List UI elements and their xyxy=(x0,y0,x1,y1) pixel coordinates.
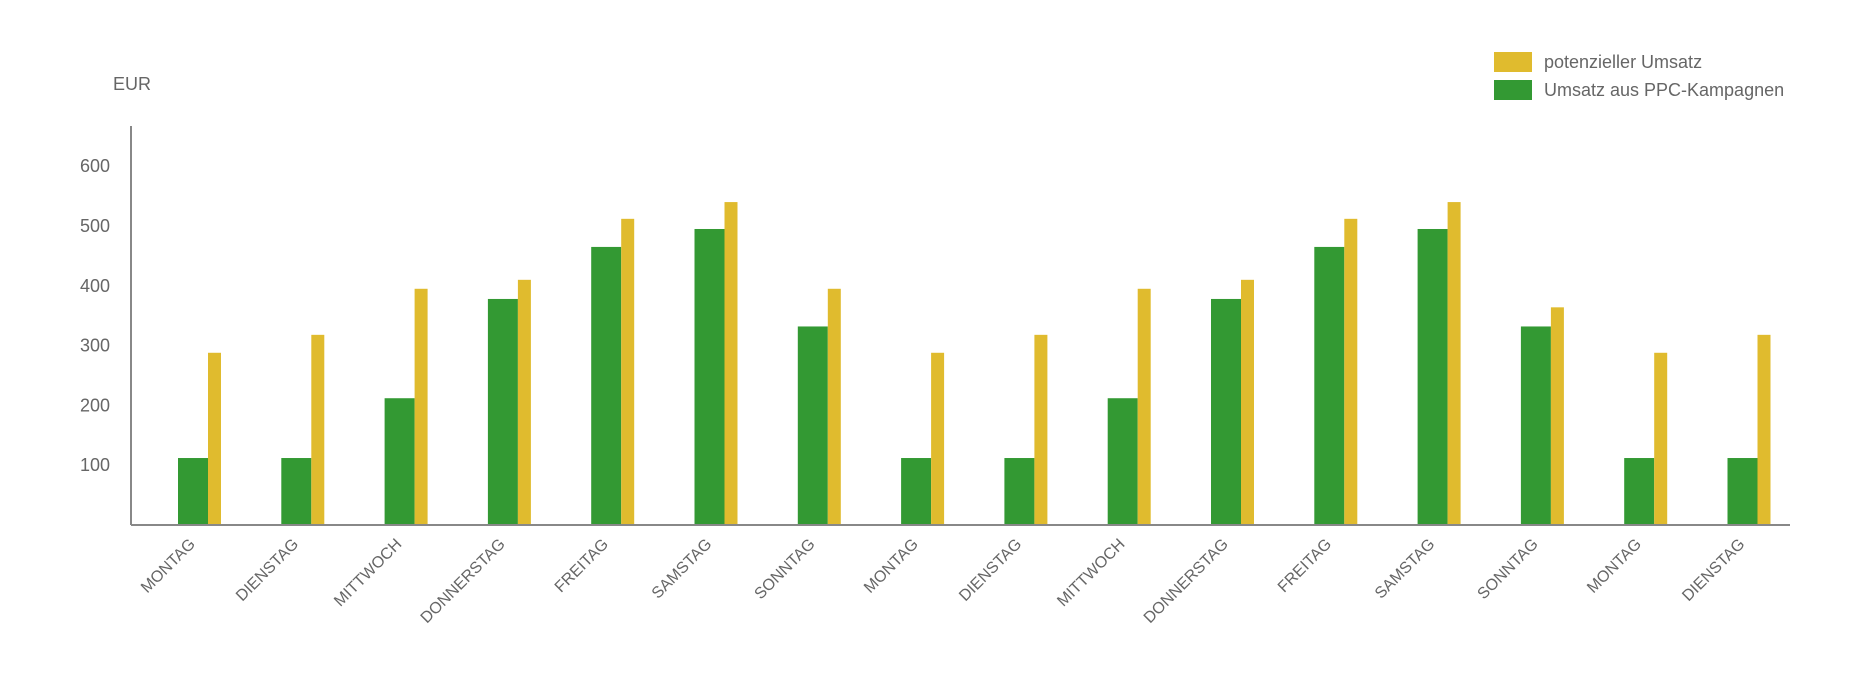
bar-ppc xyxy=(384,398,415,525)
legend: potenzieller Umsatz Umsatz aus PPC-Kampa… xyxy=(1494,48,1784,104)
x-axis-ticks: MONTAG DIENSTAG MITTWOCH DONNERSTAG FREITAG S… xyxy=(138,536,1748,627)
y-tick-label: 300 xyxy=(80,336,110,356)
bar-ppc xyxy=(1004,458,1035,525)
x-tick-label: MITTWOCH xyxy=(331,536,405,610)
legend-swatch-potential xyxy=(1494,52,1532,72)
bar-ppc xyxy=(1520,326,1551,525)
bar-ppc xyxy=(694,228,725,526)
bar-potential xyxy=(724,202,738,525)
bar-potential xyxy=(827,288,841,525)
y-tick-label: 400 xyxy=(80,276,110,296)
x-tick-label: DIENSTAG xyxy=(956,536,1025,605)
legend-label-potential: potenzieller Umsatz xyxy=(1544,51,1703,72)
bar-potential xyxy=(1447,202,1461,525)
bar-potential xyxy=(1344,218,1358,525)
x-tick-label: MITTWOCH xyxy=(1054,536,1128,610)
bar-potential xyxy=(1241,279,1254,525)
legend-item-ppc: Umsatz aus PPC-Kampagnen xyxy=(1494,76,1784,104)
x-tick-label: FREITAG xyxy=(552,536,612,596)
bar-ppc xyxy=(1417,228,1448,526)
bar-ppc xyxy=(178,458,208,525)
x-tick-label: SAMSTAG xyxy=(649,536,716,603)
x-tick-label: SAMSTAG xyxy=(1372,536,1439,603)
y-axis-label: EUR xyxy=(113,74,151,94)
x-tick-label: MONTAG xyxy=(1584,536,1645,597)
bar-potential xyxy=(517,279,531,525)
bar-ppc xyxy=(591,246,622,525)
bar-ppc xyxy=(487,298,518,525)
y-tick-label: 100 xyxy=(80,455,110,475)
x-tick-label: DONNERSTAG xyxy=(418,536,509,627)
bar-potential xyxy=(621,218,635,525)
x-tick-label: DIENSTAG xyxy=(233,536,302,605)
bar-potential xyxy=(311,334,325,525)
bar-ppc xyxy=(901,458,932,525)
bar-potential xyxy=(414,288,428,525)
x-tick-label: DONNERSTAG xyxy=(1141,536,1232,627)
y-tick-label: 500 xyxy=(80,216,110,236)
bar-potential xyxy=(931,352,945,525)
bar-ppc xyxy=(1314,246,1345,525)
y-tick-label: 200 xyxy=(80,395,110,415)
bar-potential xyxy=(1550,307,1564,525)
bar-ppc xyxy=(797,326,828,525)
bar-potential xyxy=(208,352,221,525)
x-tick-label: MONTAG xyxy=(861,536,922,597)
x-tick-label: FREITAG xyxy=(1275,536,1335,596)
bar-ppc xyxy=(281,458,312,525)
x-tick-label: SONNTAG xyxy=(751,536,818,603)
legend-swatch-ppc xyxy=(1494,80,1532,100)
legend-label-ppc: Umsatz aus PPC-Kampagnen xyxy=(1544,79,1785,100)
bar-ppc xyxy=(1624,458,1655,525)
bar-potential xyxy=(1034,334,1048,525)
bar-ppc xyxy=(1211,298,1241,525)
x-tick-label: SONNTAG xyxy=(1475,536,1542,603)
bar-ppc xyxy=(1727,458,1758,525)
bar-ppc xyxy=(1107,398,1138,525)
bar-potential xyxy=(1137,288,1151,525)
y-tick-label: 600 xyxy=(80,156,110,176)
x-tick-label: DIENSTAG xyxy=(1679,536,1748,605)
bar-potential xyxy=(1654,352,1668,525)
bars xyxy=(178,202,1771,526)
bar-potential xyxy=(1757,334,1771,525)
x-tick-label: MONTAG xyxy=(138,536,199,597)
y-axis-ticks: 100 200 300 400 500 600 xyxy=(80,156,110,475)
legend-item-potential: potenzieller Umsatz xyxy=(1494,48,1784,76)
